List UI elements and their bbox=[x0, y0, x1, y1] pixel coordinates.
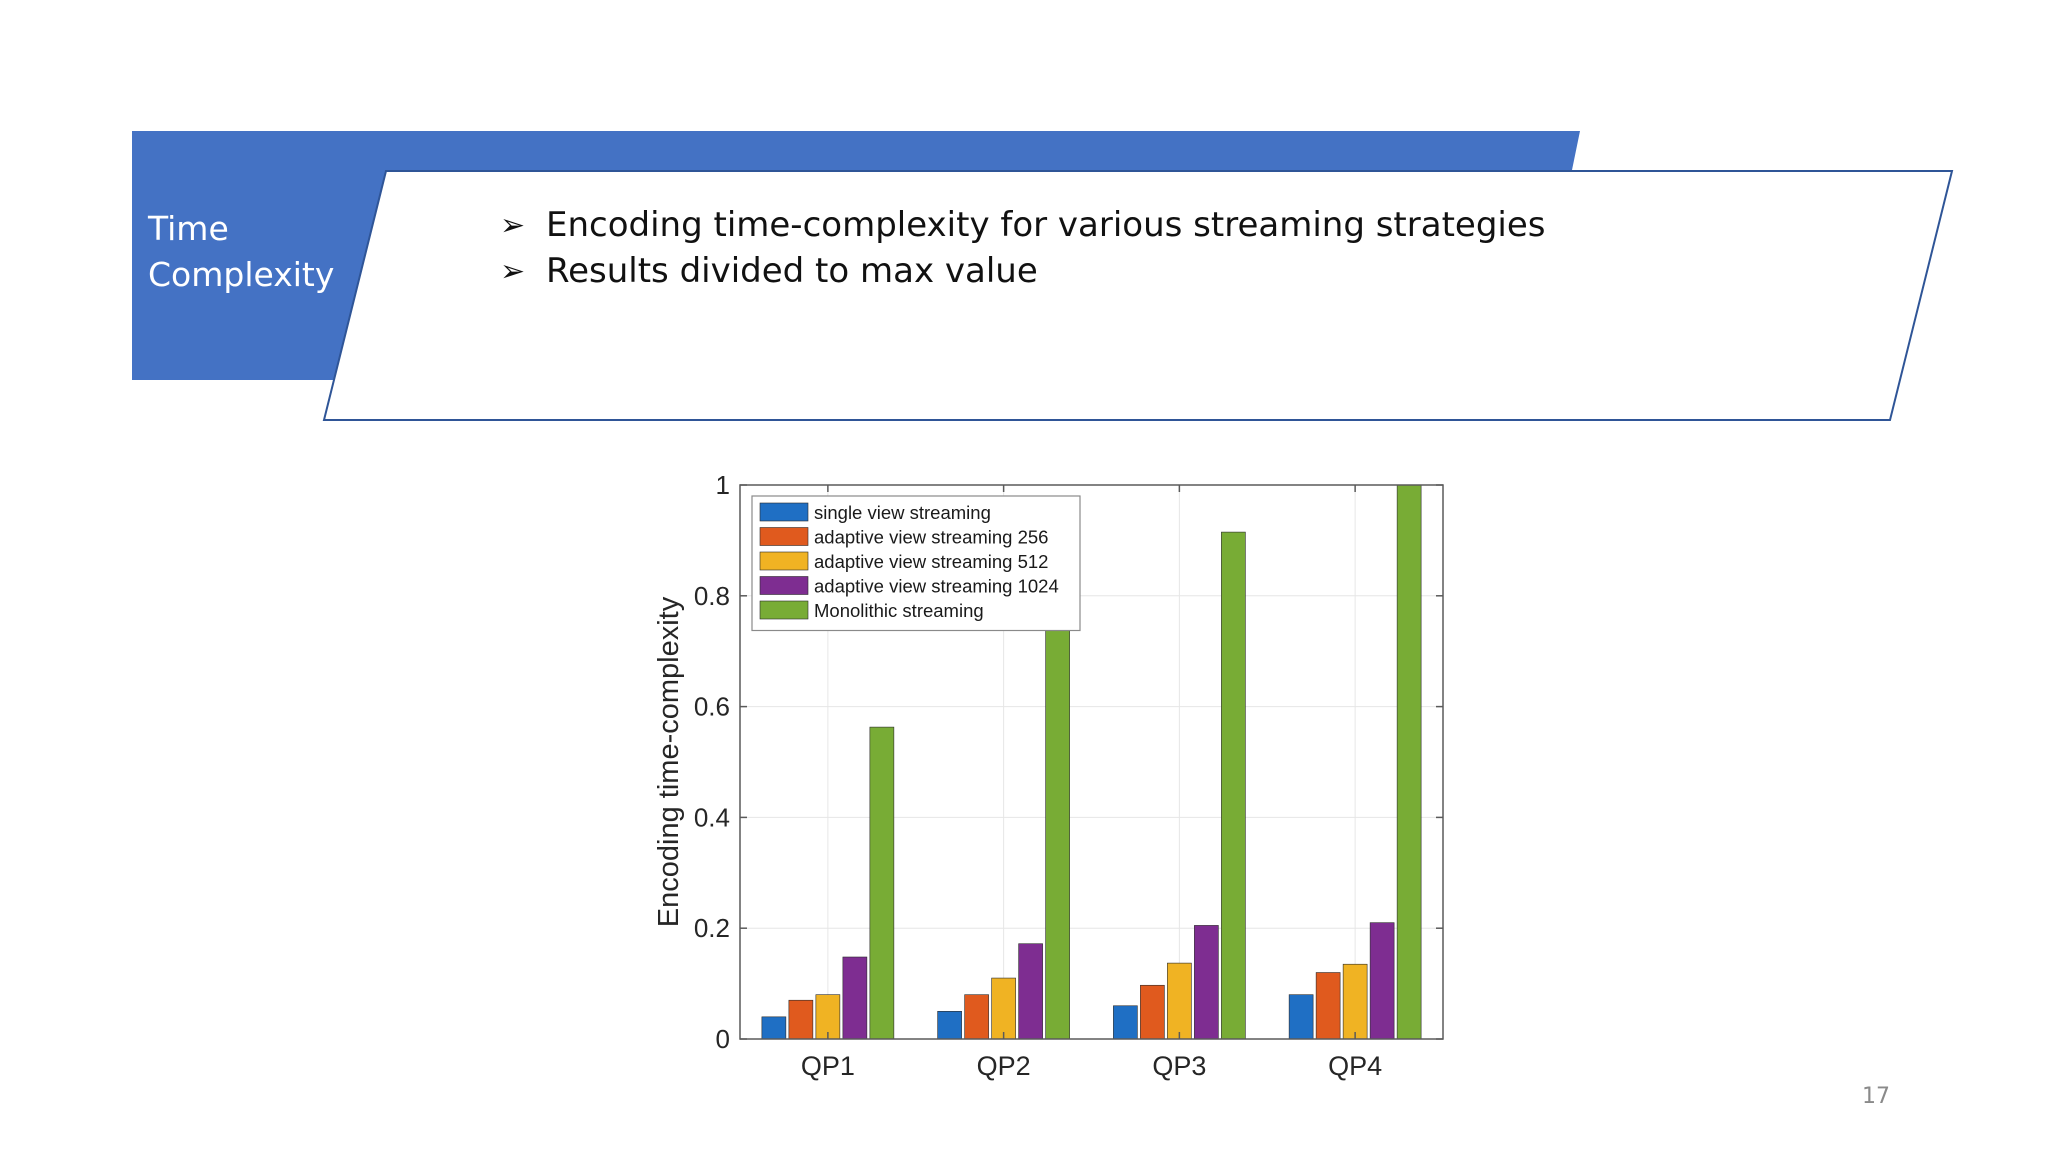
legend-swatch bbox=[759, 527, 809, 546]
bar bbox=[1045, 617, 1070, 1040]
bullet-item: ➢ Results divided to max value bbox=[500, 248, 1545, 294]
legend-label: Monolithic streaming bbox=[814, 600, 984, 621]
legend-swatch bbox=[759, 600, 809, 620]
bar bbox=[788, 999, 814, 1040]
legend-swatch bbox=[759, 576, 809, 595]
x-tick-label: QP3 bbox=[1152, 1051, 1206, 1081]
y-tick-label: 0.4 bbox=[694, 802, 730, 832]
bar bbox=[1167, 962, 1192, 1040]
bar bbox=[1315, 972, 1341, 1040]
bullet-item: ➢ Encoding time-complexity for various s… bbox=[500, 202, 1545, 248]
bar bbox=[1194, 925, 1219, 1040]
bar bbox=[1221, 531, 1246, 1040]
bar bbox=[815, 994, 841, 1040]
y-tick-label: 0.6 bbox=[694, 692, 730, 722]
bar bbox=[1342, 963, 1368, 1040]
bar bbox=[1113, 1005, 1138, 1040]
bar bbox=[761, 1016, 787, 1040]
bullet-list: ➢ Encoding time-complexity for various s… bbox=[500, 202, 1545, 294]
bar bbox=[1396, 484, 1422, 1040]
bar bbox=[964, 994, 989, 1040]
bar bbox=[1140, 984, 1165, 1040]
bar bbox=[1288, 994, 1314, 1040]
title-banner bbox=[132, 131, 1580, 170]
section-title: Time Complexity bbox=[148, 206, 348, 298]
y-tick-label: 0.2 bbox=[694, 913, 730, 943]
x-tick-label: QP4 bbox=[1328, 1051, 1382, 1081]
legend-swatch bbox=[759, 551, 809, 571]
section-title-line-1: Time bbox=[148, 209, 229, 248]
bar bbox=[1369, 922, 1395, 1040]
title-banner-left-block bbox=[132, 131, 386, 380]
x-tick-label: QP1 bbox=[801, 1051, 855, 1081]
bar bbox=[937, 1010, 962, 1040]
page-number: 17 bbox=[1862, 1084, 1890, 1109]
legend-label: adaptive view streaming 256 bbox=[814, 527, 1048, 548]
content-panel bbox=[322, 170, 1954, 421]
y-tick-label: 0 bbox=[716, 1024, 730, 1054]
bar bbox=[991, 977, 1016, 1040]
arrow-bullet-icon: ➢ bbox=[500, 253, 526, 289]
legend-label: single view streaming bbox=[814, 502, 991, 523]
bullet-text: Results divided to max value bbox=[546, 251, 1038, 291]
y-tick-label: 0.8 bbox=[694, 581, 730, 611]
bar bbox=[869, 726, 895, 1040]
bullet-text: Encoding time-complexity for various str… bbox=[546, 205, 1546, 245]
x-tick-label: QP2 bbox=[977, 1051, 1031, 1081]
arrow-bullet-icon: ➢ bbox=[500, 207, 526, 243]
legend-label: adaptive view streaming 512 bbox=[814, 551, 1048, 572]
axes-frame bbox=[739, 484, 1444, 1040]
legend-label: adaptive view streaming 1024 bbox=[814, 576, 1059, 597]
bar bbox=[1018, 943, 1043, 1040]
y-tick-label: 1 bbox=[716, 470, 730, 500]
section-title-line-2: Complexity bbox=[148, 255, 335, 294]
legend-swatch bbox=[759, 502, 809, 522]
bar bbox=[842, 956, 868, 1040]
y-axis-label: Encoding time-complexity bbox=[653, 596, 685, 927]
